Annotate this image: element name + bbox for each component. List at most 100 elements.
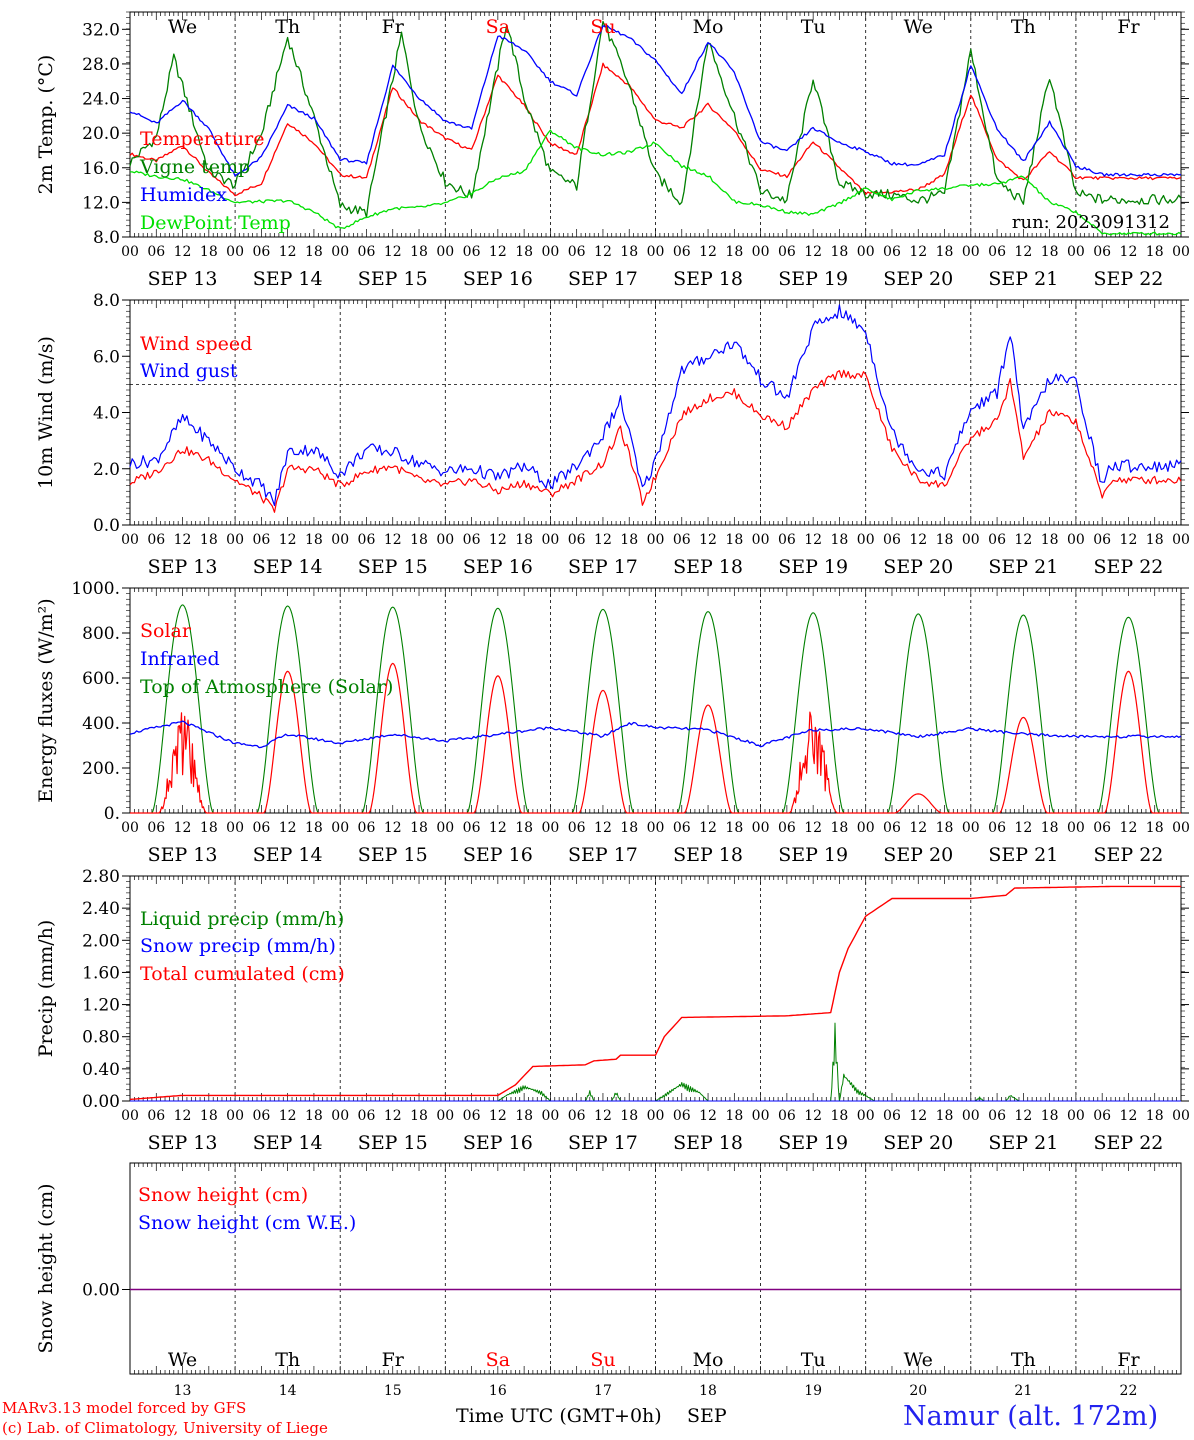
y-tick-label: 200. xyxy=(82,759,120,779)
hour-tick-label: 00 xyxy=(962,1108,980,1124)
hour-tick-label: 06 xyxy=(988,532,1006,548)
hour-tick-label: 18 xyxy=(515,1108,533,1124)
date-label: SEP 14 xyxy=(253,1132,323,1154)
hour-tick-label: 06 xyxy=(463,1108,481,1124)
model-credit: MARv3.13 model forced by GFS xyxy=(2,1399,247,1417)
legend-entry: Temperature xyxy=(140,128,264,150)
y-axis-label: 10m Wind (m/s) xyxy=(35,336,57,489)
hour-tick-label: 06 xyxy=(778,244,796,260)
date-label: SEP 13 xyxy=(148,556,218,578)
hour-tick-label: 06 xyxy=(358,1108,376,1124)
day-number-label: 14 xyxy=(279,1383,297,1399)
date-label: SEP 15 xyxy=(358,844,428,866)
date-label: SEP 14 xyxy=(253,844,323,866)
date-label: SEP 17 xyxy=(568,1132,638,1154)
legend-entry: Total cumulated (cm) xyxy=(140,963,345,985)
y-tick-label: 16.0 xyxy=(82,159,120,179)
hour-tick-label: 18 xyxy=(1146,820,1164,836)
wind-series-line xyxy=(129,304,1182,507)
hour-tick-label: 00 xyxy=(121,244,139,260)
day-number-label: 17 xyxy=(594,1383,612,1399)
hour-tick-label: 00 xyxy=(331,244,349,260)
hour-tick-label: 12 xyxy=(489,820,507,836)
legend-entry: Humidex xyxy=(140,184,227,206)
day-name-label: Tu xyxy=(801,1349,826,1371)
hour-tick-label: 00 xyxy=(226,244,244,260)
hour-tick-label: 18 xyxy=(725,820,743,836)
hour-tick-label: 00 xyxy=(647,244,665,260)
hour-tick-label: 12 xyxy=(804,820,822,836)
y-tick-label: 800. xyxy=(82,624,120,644)
hour-tick-label: 00 xyxy=(1172,1108,1190,1124)
temp-series-line xyxy=(129,62,1182,197)
hour-tick-label: 06 xyxy=(778,1108,796,1124)
day-name-label: Th xyxy=(275,1349,300,1371)
hour-tick-label: 18 xyxy=(1146,244,1164,260)
panel-frame xyxy=(129,587,1182,814)
y-tick-label: 0.0 xyxy=(93,516,120,536)
day-name-label: Th xyxy=(1011,16,1036,38)
hour-tick-label: 00 xyxy=(647,532,665,548)
hour-tick-label: 18 xyxy=(936,820,954,836)
hour-tick-label: 00 xyxy=(962,820,980,836)
hour-tick-label: 12 xyxy=(174,532,192,548)
day-name-label: Tu xyxy=(801,16,826,38)
hour-tick-label: 12 xyxy=(279,532,297,548)
x-axis-title: Time UTC (GMT+0h) xyxy=(456,1405,662,1427)
hour-tick-label: 12 xyxy=(279,244,297,260)
hour-tick-label: 12 xyxy=(594,244,612,260)
y-tick-label: 12.0 xyxy=(82,193,120,213)
hour-tick-label: 12 xyxy=(804,1108,822,1124)
hour-tick-label: 06 xyxy=(252,820,270,836)
hour-tick-label: 00 xyxy=(121,532,139,548)
y-tick-label: 0.80 xyxy=(82,1028,120,1048)
day-number-label: 16 xyxy=(489,1383,507,1399)
hour-tick-label: 12 xyxy=(594,1108,612,1124)
y-tick-label: 24.0 xyxy=(82,90,120,110)
date-label: SEP 13 xyxy=(148,1132,218,1154)
hour-tick-label: 00 xyxy=(857,1108,875,1124)
hour-tick-label: 06 xyxy=(252,532,270,548)
y-tick-label: 0.00 xyxy=(82,1281,120,1301)
hour-tick-label: 12 xyxy=(699,532,717,548)
hour-tick-label: 06 xyxy=(1093,244,1111,260)
hour-tick-label: 00 xyxy=(1067,532,1085,548)
y-tick-label: 2.40 xyxy=(82,899,120,919)
hour-tick-label: 12 xyxy=(1014,1108,1032,1124)
legend-entry: DewPoint Temp xyxy=(140,212,291,234)
hour-tick-label: 00 xyxy=(752,820,770,836)
panel-frame xyxy=(129,299,1182,526)
hour-tick-label: 00 xyxy=(857,532,875,548)
day-number-label: 22 xyxy=(1120,1383,1138,1399)
hour-tick-label: 18 xyxy=(1041,532,1059,548)
hour-tick-label: 06 xyxy=(463,820,481,836)
hour-tick-label: 06 xyxy=(252,244,270,260)
hour-tick-label: 00 xyxy=(1172,532,1190,548)
date-label: SEP 16 xyxy=(463,844,533,866)
date-label: SEP 20 xyxy=(883,556,953,578)
month-label: SEP xyxy=(687,1405,727,1427)
hour-tick-label: 00 xyxy=(121,1108,139,1124)
hour-tick-label: 12 xyxy=(594,532,612,548)
hour-tick-label: 00 xyxy=(541,244,559,260)
day-name-label: Th xyxy=(275,16,300,38)
y-tick-label: 400. xyxy=(82,714,120,734)
day-name-label: Su xyxy=(590,1349,615,1371)
date-label: SEP 13 xyxy=(148,268,218,290)
hour-tick-label: 00 xyxy=(752,244,770,260)
hour-tick-label: 06 xyxy=(988,244,1006,260)
date-label: SEP 20 xyxy=(883,1132,953,1154)
day-name-label: We xyxy=(168,1349,197,1371)
hour-tick-label: 00 xyxy=(857,244,875,260)
hour-tick-label: 00 xyxy=(226,820,244,836)
hour-tick-label: 18 xyxy=(831,244,849,260)
day-number-label: 20 xyxy=(909,1383,927,1399)
hour-tick-label: 12 xyxy=(1014,244,1032,260)
hour-tick-label: 18 xyxy=(305,532,323,548)
date-label: SEP 22 xyxy=(1094,844,1164,866)
hour-tick-label: 12 xyxy=(909,532,927,548)
hour-tick-label: 18 xyxy=(620,1108,638,1124)
hour-tick-label: 18 xyxy=(410,1108,428,1124)
date-label: SEP 14 xyxy=(253,556,323,578)
legend-entry: Vigne temp xyxy=(139,156,250,178)
